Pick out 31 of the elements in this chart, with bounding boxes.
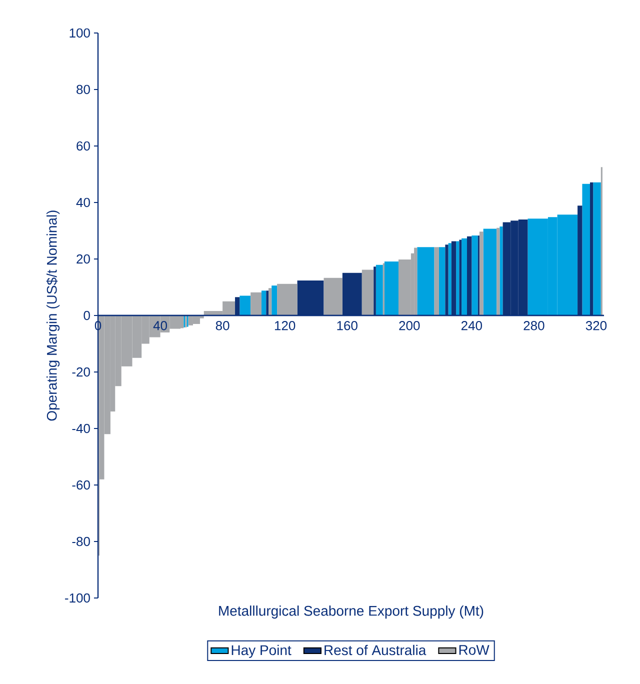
bar: [192, 315, 200, 324]
y-tick-label: 60: [76, 141, 90, 151]
bar: [472, 236, 478, 316]
legend-label: Rest of Australia: [324, 644, 426, 656]
y-tick-label: -40: [72, 424, 90, 434]
x-tick-label: 240: [461, 321, 482, 330]
bar: [582, 184, 590, 316]
bar: [593, 182, 601, 316]
y-tick-label: 80: [76, 84, 90, 94]
x-axis-title: Metalllurgical Seaborne Export Supply (Mt): [219, 606, 484, 619]
legend-label: RoW: [459, 645, 490, 655]
x-tick-label: 80: [216, 321, 230, 330]
y-tick-label: -80: [72, 536, 90, 546]
x-tick-label: 40: [153, 321, 168, 330]
y-tick-label: 20: [76, 254, 90, 264]
y-axis-title: Operating Margin (US$/t Nominal): [46, 210, 60, 421]
x-tick-label: 120: [274, 321, 296, 330]
y-tick-label: 100: [70, 28, 90, 38]
x-tick-label: 200: [399, 321, 420, 330]
bar: [272, 286, 278, 316]
x-tick-label: 280: [524, 321, 544, 330]
bar: [434, 247, 439, 316]
y-tick-label: 0: [84, 310, 90, 320]
y-tick-label: 40: [76, 198, 90, 208]
y-tick-label: -20: [72, 367, 90, 377]
legend-label: Hay Point: [232, 644, 292, 658]
y-tick-label: -60: [72, 480, 90, 490]
y-tick-label: -100: [65, 593, 90, 603]
bar: [438, 247, 446, 316]
x-tick-label: 160: [337, 321, 358, 330]
x-tick-label: 320: [586, 321, 607, 330]
